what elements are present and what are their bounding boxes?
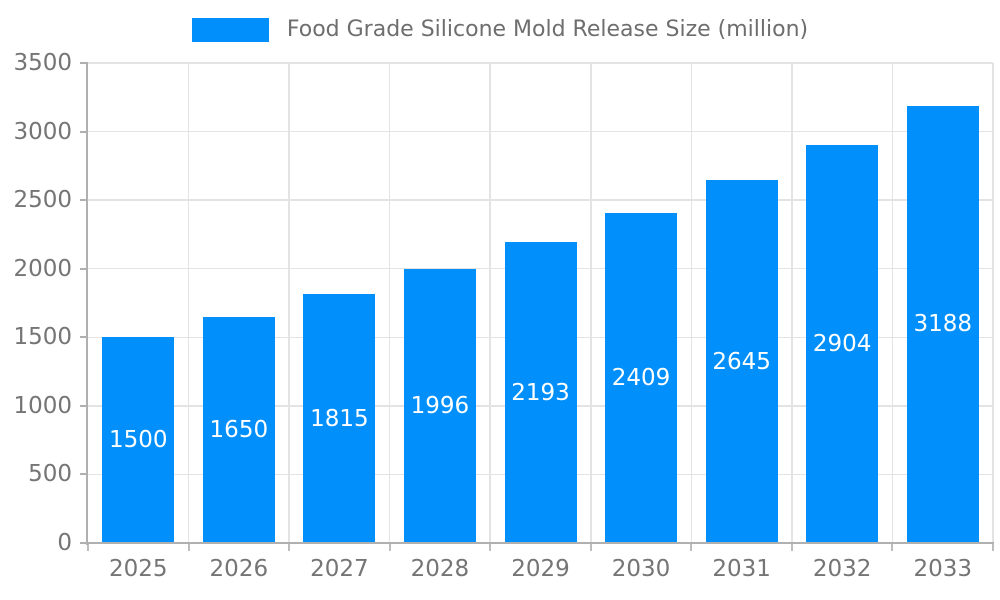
y-axis-tick xyxy=(80,267,88,270)
bar xyxy=(504,242,577,543)
bar xyxy=(605,212,678,543)
y-axis-tick xyxy=(80,336,88,339)
y-axis-tick xyxy=(80,473,88,476)
bar-value-label: 1500 xyxy=(108,427,168,454)
y-tick-label: 2000 xyxy=(13,255,72,282)
y-axis-tick xyxy=(80,130,88,133)
x-tick-label: 2029 xyxy=(511,556,570,582)
x-tick-label: 2031 xyxy=(712,556,771,582)
gridline-vertical xyxy=(489,63,491,543)
x-axis-tick xyxy=(187,543,190,551)
gridline-vertical xyxy=(288,63,290,543)
y-tick-label: 2500 xyxy=(13,187,72,214)
gridline-horizontal xyxy=(88,130,993,133)
bar-value-label: 3188 xyxy=(913,311,972,338)
gridline-vertical xyxy=(992,63,994,543)
y-tick-label: 500 xyxy=(28,461,72,488)
bar-value-label: 1815 xyxy=(310,405,369,432)
x-axis-tick xyxy=(690,543,693,551)
y-axis-tick xyxy=(80,542,88,544)
x-tick-label: 2027 xyxy=(310,556,369,582)
bar-value-label: 1996 xyxy=(410,393,470,420)
bar-value-label: 2193 xyxy=(511,379,570,406)
bar xyxy=(102,337,175,543)
gridline-vertical xyxy=(690,63,693,543)
x-axis-tick xyxy=(891,543,894,551)
y-tick-label: 3000 xyxy=(13,118,72,145)
x-axis-tick xyxy=(589,543,592,551)
x-tick-label: 2028 xyxy=(410,556,470,582)
gridline-horizontal xyxy=(88,62,993,64)
gridline-vertical xyxy=(791,63,793,543)
x-axis-tick xyxy=(790,543,793,551)
x-tick-label: 2033 xyxy=(913,556,972,582)
x-tick-label: 2030 xyxy=(611,556,671,582)
gridline-vertical xyxy=(187,63,190,543)
bar-value-label: 1650 xyxy=(209,416,269,443)
x-axis-line xyxy=(86,542,994,544)
y-axis-tick xyxy=(80,62,88,64)
bar xyxy=(906,105,979,543)
y-tick-label: 3500 xyxy=(13,50,72,76)
bar-value-label: 2409 xyxy=(611,364,671,391)
y-tick-label: 1500 xyxy=(13,324,72,351)
x-tick-label: 2032 xyxy=(812,556,872,582)
bar xyxy=(202,316,275,543)
legend-label: Food Grade Silicone Mold Release Size (m… xyxy=(286,17,809,42)
bar-value-label: 2645 xyxy=(712,348,771,375)
bar xyxy=(303,294,376,543)
gridline-vertical xyxy=(891,63,894,543)
x-axis-tick xyxy=(388,543,391,551)
y-axis-line xyxy=(86,63,88,545)
x-axis-tick xyxy=(489,543,492,551)
y-axis-tick xyxy=(80,199,88,202)
x-tick-label: 2026 xyxy=(209,556,269,582)
x-axis-tick xyxy=(992,543,994,551)
gridline-vertical xyxy=(590,63,592,543)
bar xyxy=(705,180,778,543)
bar xyxy=(403,269,476,543)
y-axis-tick xyxy=(80,404,88,407)
gridline-horizontal xyxy=(88,199,993,201)
y-tick-label: 1000 xyxy=(13,392,72,419)
bar-value-label: 2904 xyxy=(812,330,872,357)
gridline-vertical xyxy=(388,63,391,543)
x-axis-tick xyxy=(87,543,89,551)
bar xyxy=(806,144,879,543)
y-tick-label: 0 xyxy=(57,530,72,556)
legend[interactable]: Food Grade Silicone Mold Release Size (m… xyxy=(0,17,1000,42)
legend-swatch-icon xyxy=(191,17,269,42)
x-axis-tick xyxy=(288,543,291,551)
x-tick-label: 2025 xyxy=(108,556,168,582)
